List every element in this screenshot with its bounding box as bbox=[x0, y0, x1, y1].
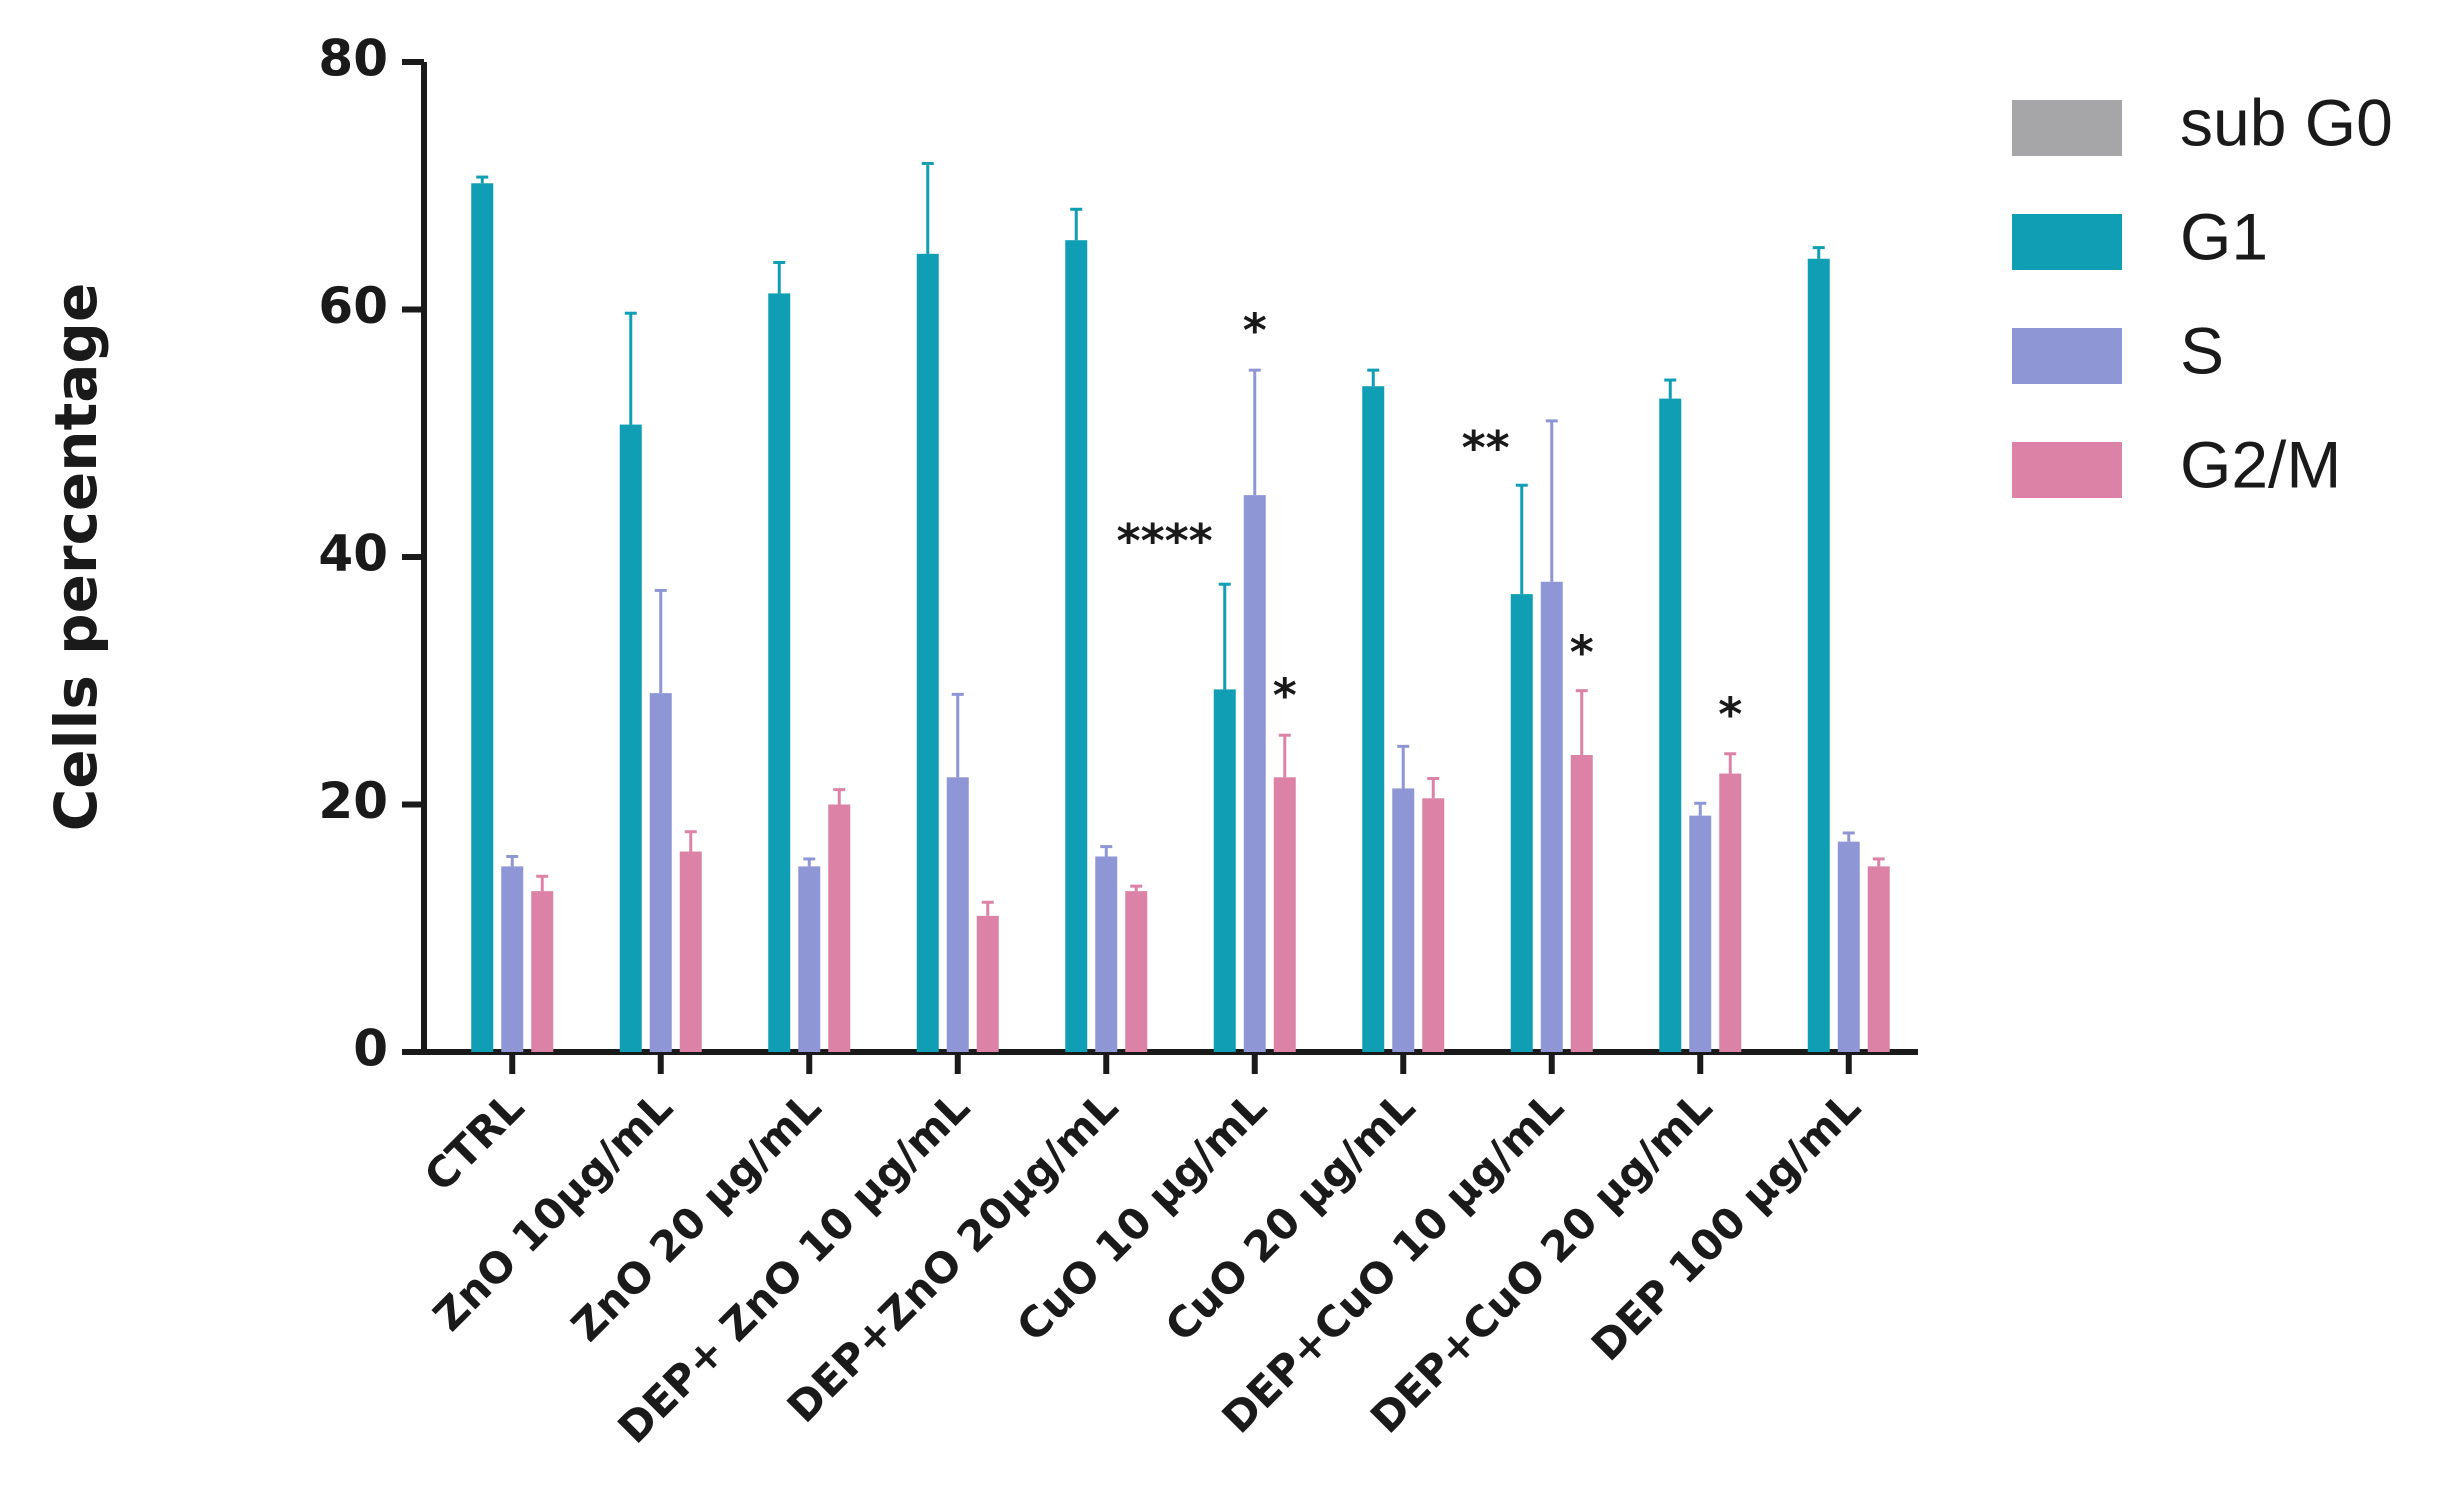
bar-g2-m bbox=[828, 804, 851, 1052]
legend-swatch bbox=[2012, 442, 2122, 498]
bar-g1 bbox=[1065, 240, 1088, 1052]
legend-label: S bbox=[2180, 313, 2224, 387]
significance-marker: **** bbox=[1117, 514, 1213, 568]
bar-g2-m bbox=[1867, 866, 1890, 1052]
bar-s bbox=[1095, 856, 1118, 1052]
significance-marker: * bbox=[1718, 687, 1742, 741]
bar-g2-m bbox=[976, 915, 999, 1052]
bar-g2-m bbox=[531, 891, 554, 1052]
significance-marker: * bbox=[1243, 304, 1267, 358]
bar-s bbox=[649, 693, 672, 1052]
bar-g1 bbox=[1213, 689, 1236, 1052]
y-tick-label: 80 bbox=[318, 30, 388, 88]
bar-s bbox=[1392, 788, 1415, 1052]
x-tick-label: CuO 20 μg/mL bbox=[1156, 1082, 1425, 1351]
legend-label: G2/M bbox=[2180, 427, 2341, 501]
bar-s bbox=[798, 866, 821, 1052]
legend-swatch bbox=[2012, 100, 2122, 156]
legend-swatch bbox=[2012, 328, 2122, 384]
legend-swatch bbox=[2012, 214, 2122, 270]
legend-label: G1 bbox=[2180, 199, 2268, 273]
legend: sub G0 G1 S G2/M bbox=[2012, 85, 2393, 501]
y-tick-label: 20 bbox=[318, 772, 388, 830]
bars bbox=[471, 161, 1890, 1053]
y-tick-label: 60 bbox=[318, 277, 388, 335]
x-tick-label: DEP 100 μg/mL bbox=[1582, 1082, 1870, 1370]
bar-s bbox=[1243, 495, 1266, 1052]
bar-g1 bbox=[1362, 386, 1385, 1053]
x-tick-label: CTRL bbox=[415, 1082, 533, 1200]
y-axis-title: Cells percentage bbox=[42, 283, 110, 832]
bar-g1 bbox=[916, 253, 939, 1052]
significance-marker: * bbox=[1570, 625, 1594, 679]
y-axis: 0 20 40 60 80 bbox=[318, 30, 427, 1078]
significance-marker: * bbox=[1273, 669, 1297, 723]
bar-g1 bbox=[619, 424, 642, 1052]
y-tick-label: 0 bbox=[353, 1020, 388, 1078]
x-tick-label: ZnO 20 μg/mL bbox=[562, 1082, 830, 1350]
bar-g2-m bbox=[1719, 773, 1742, 1052]
bar-g1 bbox=[1659, 398, 1682, 1053]
bar-s bbox=[501, 866, 524, 1052]
x-tick-label: CuO 10 μg/mL bbox=[1007, 1082, 1276, 1351]
bar-s bbox=[946, 777, 969, 1052]
y-tick-label: 40 bbox=[318, 525, 388, 583]
bar-g1 bbox=[471, 183, 494, 1052]
bar-g2-m bbox=[1125, 891, 1148, 1052]
bar-g2-m bbox=[1570, 755, 1593, 1052]
bar-g1 bbox=[1510, 594, 1533, 1052]
legend-label: sub G0 bbox=[2180, 85, 2393, 159]
significance-annotations: ********** bbox=[1117, 304, 1743, 742]
bar-s bbox=[1540, 581, 1563, 1052]
bar-g1 bbox=[1807, 258, 1830, 1052]
bar-g2-m bbox=[679, 851, 702, 1052]
bar-g2-m bbox=[1273, 777, 1296, 1052]
bar-g1 bbox=[768, 293, 791, 1053]
significance-marker: ** bbox=[1462, 421, 1510, 475]
bar-s bbox=[1689, 815, 1712, 1052]
bar-s bbox=[1837, 841, 1860, 1052]
bar-g2-m bbox=[1422, 798, 1445, 1052]
